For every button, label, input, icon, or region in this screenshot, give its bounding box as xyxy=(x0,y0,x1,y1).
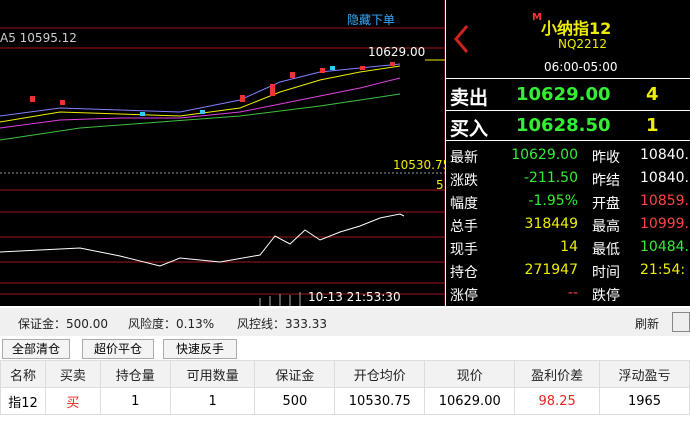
back-arrow[interactable] xyxy=(452,24,472,54)
print-icon[interactable] xyxy=(672,312,690,332)
quote-value: 10840. xyxy=(640,147,689,163)
quote-value: 14 xyxy=(560,239,578,255)
hide-order-link[interactable]: 隐藏下单 xyxy=(347,13,396,27)
risk: 风险度：0.13% xyxy=(128,317,215,331)
quote-label: 昨收 xyxy=(592,150,620,166)
column-header: 浮动盈亏 xyxy=(599,360,690,388)
close-all-button[interactable]: 全部清仓 xyxy=(2,339,70,359)
position-row: 指12 买 1 1 500 10530.75 10629.00 98.25 1965 xyxy=(0,387,690,415)
session: 06:00-05:00 xyxy=(544,60,618,74)
quote-row: 涨跌 -211.50 昨结 10840. xyxy=(446,167,690,190)
quote-row: 幅度 -1.95% 开盘 10859. xyxy=(446,190,690,213)
quote-label: 现手 xyxy=(450,242,478,258)
ask-label: 卖出 xyxy=(450,87,489,109)
quote-label: 总手 xyxy=(450,219,478,235)
quote-value: -211.50 xyxy=(523,170,578,186)
contract-code: NQ2212 xyxy=(558,37,607,51)
margin: 保证金：500.00 xyxy=(18,317,108,331)
position-cell: 10530.75 xyxy=(334,387,426,415)
quote-value: 21:54: xyxy=(640,262,686,278)
quote-row: 持仓 271947 时间 21:54: xyxy=(446,259,690,282)
time-label: 10-13 21:53:30 xyxy=(308,290,401,304)
quote-label: 涨停 xyxy=(450,288,478,304)
quote-row: 最新 10629.00 昨收 10840. xyxy=(446,144,690,167)
ma-label: A5 10595.12 xyxy=(0,31,77,45)
column-header: 可用数量 xyxy=(169,360,256,388)
bid-label: 买入 xyxy=(450,118,489,140)
position-cell: 指12 xyxy=(0,387,46,415)
risk-line: 风控线：333.33 xyxy=(237,317,327,331)
quote-value: 10840. xyxy=(640,170,689,186)
quote-label: 持仓 xyxy=(450,265,478,281)
quote-value: -- xyxy=(567,285,578,301)
column-header: 开仓均价 xyxy=(334,360,426,388)
column-header: 买卖 xyxy=(44,360,101,388)
account-bar: 保证金：500.00 风险度：0.13% 风控线：333.33 刷新 xyxy=(0,308,690,336)
quote-value: 10859. xyxy=(640,193,689,209)
quote-value: -1.95% xyxy=(528,193,578,209)
position-cell: 1 xyxy=(169,387,256,415)
quote-label: 最高 xyxy=(592,219,620,235)
quote-value: 10484. xyxy=(640,239,689,255)
quote-value: 271947 xyxy=(524,262,578,278)
cost-label: 10530.75 xyxy=(393,158,451,172)
ask-volume: 4 xyxy=(646,84,659,105)
refresh-button[interactable]: 刷新 xyxy=(635,317,660,331)
quote-label: 开盘 xyxy=(592,196,620,212)
column-header: 现价 xyxy=(424,360,516,388)
quote-value: 10999. xyxy=(640,216,689,232)
quote-row: 总手 318449 最高 10999. xyxy=(446,213,690,236)
reverse-button[interactable]: 快速反手 xyxy=(163,339,237,359)
quote-label: 跌停 xyxy=(592,288,620,304)
column-header: 保证金 xyxy=(254,360,336,388)
column-header: 持仓量 xyxy=(99,360,171,388)
positions-table: 名称 买卖 持仓量 可用数量 保证金 开仓均价 现价 盈利价差 浮动盈亏 指12 买 1 1 500 105… xyxy=(0,360,690,415)
small-label: 5 xyxy=(436,178,444,192)
high-label: 10629.00 xyxy=(368,45,426,59)
chart-panel: A5 10595.12 隐藏下单 10629.00 10530.75 5 10-… xyxy=(0,0,450,306)
bid-volume: 1 xyxy=(646,115,659,136)
quote-value: 10629.00 xyxy=(511,147,578,163)
quote-value: 318449 xyxy=(524,216,578,232)
quote-label: 最新 xyxy=(450,150,478,166)
position-cell: 98.25 xyxy=(514,387,601,415)
quote-row: 现手 14 最低 10484. xyxy=(446,236,690,259)
column-header: 名称 xyxy=(0,360,46,388)
ask-price: 10629.00 xyxy=(516,84,611,105)
bid-price: 10628.50 xyxy=(516,115,611,136)
close-button[interactable]: 超价平仓 xyxy=(82,339,154,359)
quote-label: 涨跌 xyxy=(450,173,478,189)
column-header: 盈利价差 xyxy=(514,360,601,388)
chart-drawing xyxy=(0,0,446,306)
quote-label: 昨结 xyxy=(592,173,620,189)
quote-panel: M 小纳指12 NQ2212 06:00-05:00 卖出 10629.00 4… xyxy=(446,0,690,306)
contract-name: 小纳指12 xyxy=(541,19,612,38)
position-cell: 500 xyxy=(254,387,336,415)
quote-label: 时间 xyxy=(592,265,620,281)
quote-label: 幅度 xyxy=(450,196,478,212)
market-mark: M xyxy=(532,12,542,23)
quote-label: 最低 xyxy=(592,242,620,258)
button-bar: 全部清仓 超价平仓 快速反手 xyxy=(0,336,690,360)
position-cell: 1965 xyxy=(599,387,690,415)
position-cell: 买 xyxy=(44,387,101,415)
position-cell: 10629.00 xyxy=(424,387,516,415)
position-cell: 1 xyxy=(99,387,171,415)
quote-row: 涨停 -- 跌停 xyxy=(446,282,690,305)
